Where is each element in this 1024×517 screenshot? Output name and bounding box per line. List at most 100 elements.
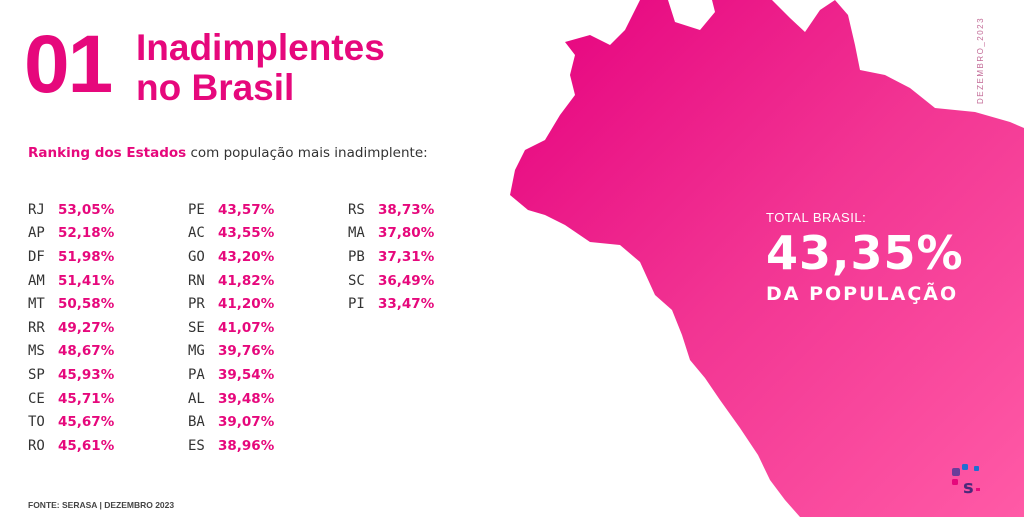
ranking-row: RS 38,73%	[348, 198, 434, 222]
state-code: MT	[28, 296, 45, 313]
state-code: AC	[188, 225, 205, 242]
state-code: AP	[28, 225, 45, 242]
subtitle-highlight: Ranking dos Estados	[28, 145, 187, 161]
total-value: 43,35%	[766, 226, 964, 280]
ranking-subtitle: Ranking dos Estados com população mais i…	[28, 145, 428, 161]
ranking-row: TO 45,67%	[28, 410, 114, 434]
state-percentage: 45,71%	[58, 390, 115, 407]
state-percentage: 43,57%	[218, 201, 275, 218]
state-percentage: 48,67%	[58, 343, 115, 360]
state-code: CE	[28, 390, 45, 407]
state-percentage: 45,93%	[58, 366, 115, 383]
state-code: RN	[188, 272, 205, 289]
ranking-row: PR 41,20%	[188, 292, 274, 316]
ranking-row: GO 43,20%	[188, 245, 274, 269]
ranking-row: PE 43,57%	[188, 198, 274, 222]
state-percentage: 43,55%	[218, 225, 275, 242]
ranking-row: AP 52,18%	[28, 222, 114, 246]
ranking-row: DF 51,98%	[28, 245, 114, 269]
ranking-row: SP 45,93%	[28, 363, 114, 387]
state-percentage: 50,58%	[58, 296, 115, 313]
state-percentage: 33,47%	[378, 296, 435, 313]
ranking-row: MA 37,80%	[348, 222, 434, 246]
state-code: AM	[28, 272, 45, 289]
state-code: PA	[188, 366, 205, 383]
state-percentage: 49,27%	[58, 319, 115, 336]
ranking-row: MS 48,67%	[28, 340, 114, 364]
state-code: RS	[348, 201, 365, 218]
ranking-row: PI 33,47%	[348, 292, 434, 316]
ranking-column-3: RS 38,73% MA 37,80% PB 37,31% SC 36,49% PI 33,47%	[348, 198, 434, 316]
state-code: AL	[188, 390, 205, 407]
ranking-row: SE 41,07%	[188, 316, 274, 340]
state-percentage: 53,05%	[58, 201, 115, 218]
title-line-2: no Brasil	[136, 67, 295, 108]
state-percentage: 39,76%	[218, 343, 275, 360]
state-code: ES	[188, 437, 205, 454]
ranking-row: RO 45,61%	[28, 434, 114, 458]
state-percentage: 39,48%	[218, 390, 275, 407]
state-percentage: 38,73%	[378, 201, 435, 218]
state-code: MG	[188, 343, 205, 360]
state-percentage: 41,82%	[218, 272, 275, 289]
total-brasil-callout: TOTAL BRASIL: 43,35% DA POPULAÇÃO	[766, 210, 964, 305]
state-code: TO	[28, 414, 45, 431]
ranking-row: PB 37,31%	[348, 245, 434, 269]
ranking-row: AC 43,55%	[188, 222, 274, 246]
state-code: RJ	[28, 201, 45, 218]
side-date-label: DEZEMBRO_2023	[976, 16, 985, 104]
section-number: 01	[24, 19, 113, 110]
ranking-row: MT 50,58%	[28, 292, 114, 316]
total-label: TOTAL BRASIL:	[766, 210, 867, 225]
state-code: PR	[188, 296, 205, 313]
svg-text:s: s	[963, 477, 974, 498]
page-title: Inadimplentes no Brasil	[136, 28, 385, 108]
ranking-row: ES 38,96%	[188, 434, 274, 458]
state-code: RR	[28, 319, 45, 336]
ranking-row: AL 39,48%	[188, 387, 274, 411]
state-percentage: 51,41%	[58, 272, 115, 289]
ranking-row: CE 45,71%	[28, 387, 114, 411]
state-code: DF	[28, 248, 45, 265]
ranking-row: RJ 53,05%	[28, 198, 114, 222]
ranking-column-2: PE 43,57% AC 43,55% GO 43,20% RN 41,82% PR 41,20%…	[188, 198, 274, 458]
state-percentage: 41,20%	[218, 296, 275, 313]
state-percentage: 37,31%	[378, 248, 435, 265]
state-code: PI	[348, 296, 365, 313]
state-percentage: 37,80%	[378, 225, 435, 242]
ranking-row: BA 39,07%	[188, 410, 274, 434]
state-code: BA	[188, 414, 205, 431]
state-code: MA	[348, 225, 365, 242]
ranking-row: RN 41,82%	[188, 269, 274, 293]
total-suffix: DA POPULAÇÃO	[766, 283, 959, 305]
state-code: SE	[188, 319, 205, 336]
state-percentage: 52,18%	[58, 225, 115, 242]
state-percentage: 43,20%	[218, 248, 275, 265]
state-code: PB	[348, 248, 365, 265]
title-line-1: Inadimplentes	[136, 27, 385, 68]
state-percentage: 36,49%	[378, 272, 435, 289]
state-percentage: 41,07%	[218, 319, 275, 336]
ranking-row: MG 39,76%	[188, 340, 274, 364]
state-code: SP	[28, 366, 45, 383]
state-percentage: 38,96%	[218, 437, 275, 454]
state-code: PE	[188, 201, 205, 218]
ranking-row: PA 39,54%	[188, 363, 274, 387]
ranking-column-1: RJ 53,05% AP 52,18% DF 51,98% AM 51,41% MT 50,58%…	[28, 198, 114, 458]
state-percentage: 45,61%	[58, 437, 115, 454]
state-percentage: 39,54%	[218, 366, 275, 383]
ranking-row: RR 49,27%	[28, 316, 114, 340]
ranking-row: SC 36,49%	[348, 269, 434, 293]
serasa-logo-icon: s	[952, 464, 980, 498]
state-percentage: 51,98%	[58, 248, 115, 265]
state-percentage: 45,67%	[58, 414, 115, 431]
state-code: SC	[348, 272, 365, 289]
ranking-row: AM 51,41%	[28, 269, 114, 293]
subtitle-rest: com população mais inadimplente:	[186, 145, 428, 161]
brazil-map-shape	[510, 0, 1024, 517]
source-footer: FONTE: SERASA | DEZEMBRO 2023	[28, 500, 175, 510]
state-percentage: 39,07%	[218, 414, 275, 431]
state-code: RO	[28, 437, 45, 454]
state-code: MS	[28, 343, 45, 360]
